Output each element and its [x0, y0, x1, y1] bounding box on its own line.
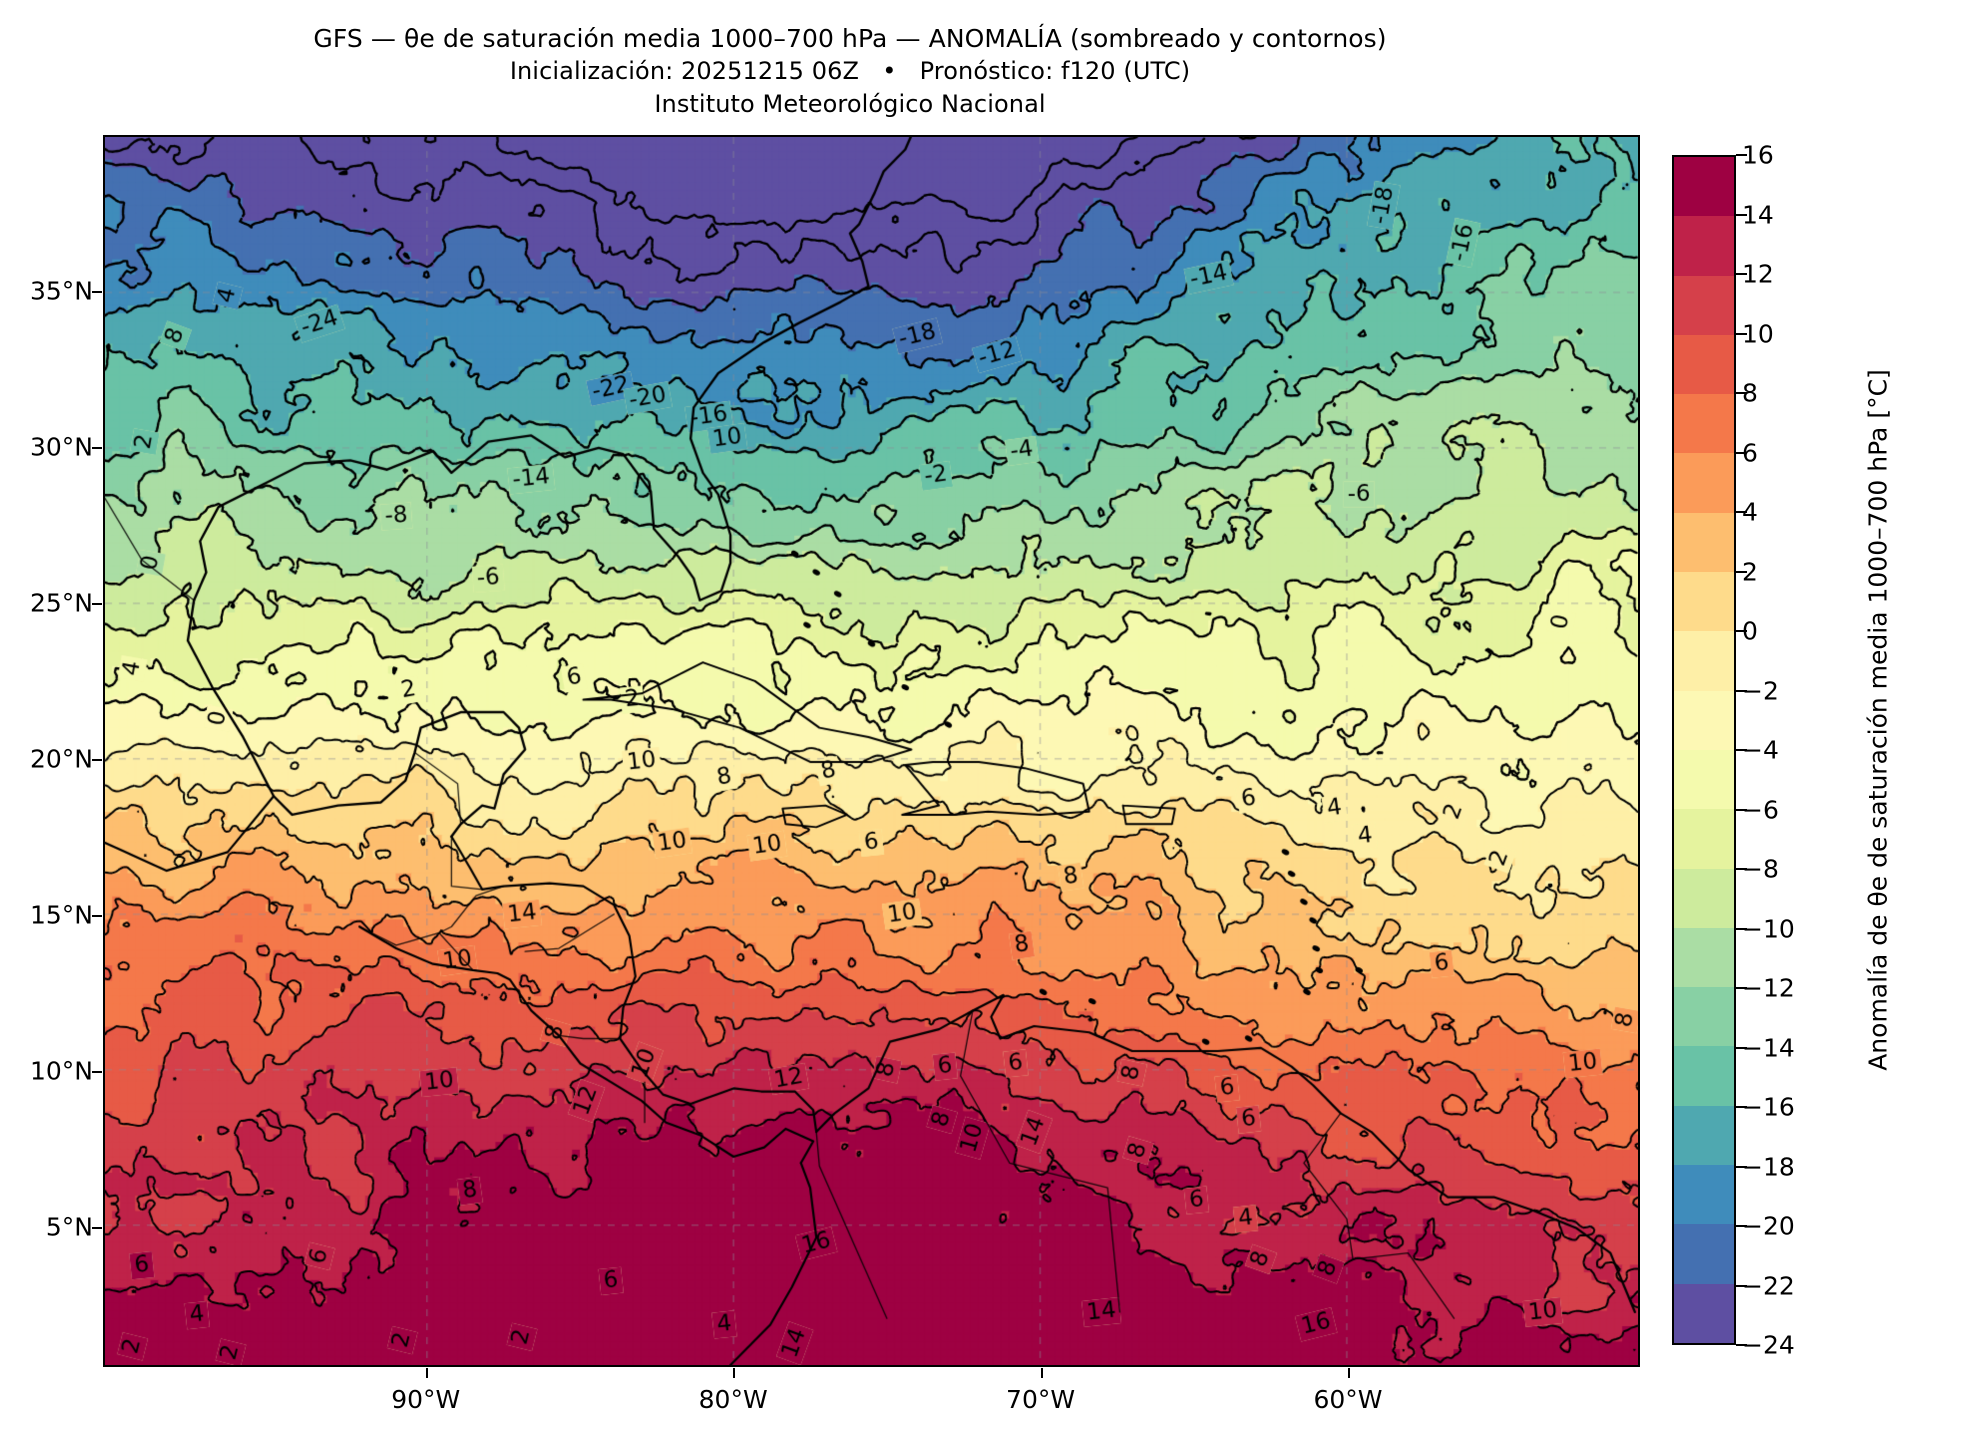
colorbar-tick-mark — [1736, 1106, 1747, 1108]
colorbar-swatch — [1674, 394, 1734, 454]
colorbar-swatch — [1674, 987, 1734, 1047]
lat-tick-label: 20°N — [29, 744, 93, 774]
colorbar-tick-label: 2 — [1742, 557, 1758, 586]
colorbar-tick-label: −24 — [1742, 1330, 1795, 1360]
lon-tick-mark — [425, 1368, 428, 1378]
figure-title-line3: Instituto Meteorológico Nacional — [654, 90, 1046, 118]
lat-tick-label: 25°N — [29, 588, 93, 618]
colorbar-tick-mark — [1736, 332, 1747, 335]
colorbar-swatch — [1674, 275, 1734, 335]
colorbar-tick-label: 4 — [1742, 497, 1758, 527]
colorbar-tick-label: −16 — [1742, 1092, 1795, 1122]
colorbar-tick-label: 6 — [1742, 438, 1758, 467]
colorbar-tick-mark — [1736, 1046, 1747, 1049]
colorbar-tick-mark — [1736, 451, 1747, 454]
lat-tick-mark — [92, 914, 102, 917]
colorbar-tick-label: −6 — [1742, 795, 1779, 824]
colorbar-tick-mark — [1736, 630, 1747, 632]
lat-tick-label: 5°N — [45, 1212, 93, 1242]
colorbar[interactable] — [1672, 155, 1736, 1345]
colorbar-swatch — [1674, 1046, 1734, 1106]
colorbar-tick-label: 16 — [1742, 140, 1774, 170]
lat-tick-label: 10°N — [29, 1056, 93, 1086]
colorbar-tick-mark — [1736, 987, 1747, 989]
colorbar-tick-mark — [1736, 511, 1747, 513]
colorbar-tick-label: 8 — [1742, 378, 1758, 408]
colorbar-tick-label: 14 — [1742, 200, 1774, 229]
lat-tick-mark — [92, 290, 102, 293]
colorbar-tick-mark — [1736, 689, 1747, 692]
colorbar-tick-mark — [1736, 154, 1747, 156]
colorbar-tick-label: −20 — [1742, 1211, 1795, 1241]
colorbar-tick-label: −8 — [1742, 854, 1779, 884]
colorbar-swatch — [1674, 334, 1734, 395]
lon-tick-label: 80°W — [698, 1385, 768, 1414]
colorbar-tick-mark — [1736, 808, 1747, 811]
figure-title-line2: Inicialización: 20251215 06Z • Pronóstic… — [509, 57, 1191, 85]
colorbar-tick-mark — [1736, 868, 1747, 870]
colorbar-swatch — [1674, 868, 1734, 928]
anomaly-heatmap-canvas — [105, 137, 1638, 1365]
lon-tick-label: 70°W — [1006, 1385, 1076, 1414]
lon-tick-mark — [1347, 1368, 1350, 1378]
figure-titles: GFS — θe de saturación media 1000–700 hP… — [0, 0, 1700, 121]
lon-tick-mark — [733, 1368, 736, 1378]
lat-tick-label: 15°N — [29, 900, 93, 930]
lon-tick-mark — [1040, 1368, 1043, 1378]
colorbar-swatch — [1674, 572, 1734, 632]
colorbar-swatch — [1674, 1105, 1734, 1166]
colorbar-tick-label: −18 — [1742, 1152, 1795, 1181]
lon-tick-label: 60°W — [1313, 1385, 1383, 1414]
colorbar-tick-label: −4 — [1742, 735, 1779, 765]
colorbar-swatch — [1674, 927, 1734, 988]
colorbar-axis-label: Anomalía de θe de saturación media 1000–… — [1863, 369, 1893, 1071]
colorbar-swatch — [1674, 216, 1734, 276]
colorbar-tick-mark — [1736, 213, 1747, 216]
colorbar-tick-label: 10 — [1742, 319, 1774, 348]
colorbar-tick-mark — [1736, 273, 1747, 275]
colorbar-tick-label: −10 — [1742, 914, 1795, 943]
colorbar-tick-label: 0 — [1742, 616, 1758, 646]
colorbar-swatch — [1674, 749, 1734, 810]
colorbar-tick-mark — [1736, 927, 1747, 930]
lat-tick-mark — [92, 1226, 102, 1229]
colorbar-tick-mark — [1736, 1165, 1747, 1168]
lat-tick-mark — [92, 602, 102, 605]
map-plot-area[interactable] — [103, 135, 1640, 1367]
colorbar-swatch — [1674, 1283, 1734, 1343]
lon-tick-label: 90°W — [391, 1385, 461, 1414]
colorbar-tick-label: 12 — [1742, 259, 1774, 289]
colorbar-swatch — [1674, 453, 1734, 513]
colorbar-tick-mark — [1736, 1344, 1747, 1346]
lat-tick-mark — [92, 1070, 102, 1073]
lat-tick-label: 35°N — [29, 276, 93, 306]
lat-tick-mark — [92, 446, 102, 449]
colorbar-tick-label: −14 — [1742, 1033, 1795, 1062]
colorbar-tick-label: −2 — [1742, 676, 1779, 705]
colorbar-tick-mark — [1736, 570, 1747, 573]
colorbar-tick-label: −22 — [1742, 1271, 1795, 1300]
colorbar-swatch — [1674, 1165, 1734, 1225]
colorbar-swatch — [1674, 631, 1734, 691]
lat-tick-mark — [92, 758, 102, 761]
colorbar-tick-label: −12 — [1742, 973, 1795, 1003]
figure-title-line1: GFS — θe de saturación media 1000–700 hP… — [313, 24, 1387, 53]
colorbar-swatch — [1674, 809, 1734, 869]
lat-tick-label: 30°N — [29, 432, 93, 462]
colorbar-swatch — [1674, 512, 1734, 573]
colorbar-swatch — [1674, 1224, 1734, 1284]
colorbar-tick-mark — [1736, 1225, 1747, 1227]
colorbar-tick-mark — [1736, 1284, 1747, 1287]
colorbar-tick-mark — [1736, 392, 1747, 394]
colorbar-tick-mark — [1736, 749, 1747, 751]
colorbar-swatch — [1674, 690, 1734, 750]
colorbar-swatch — [1674, 157, 1734, 217]
